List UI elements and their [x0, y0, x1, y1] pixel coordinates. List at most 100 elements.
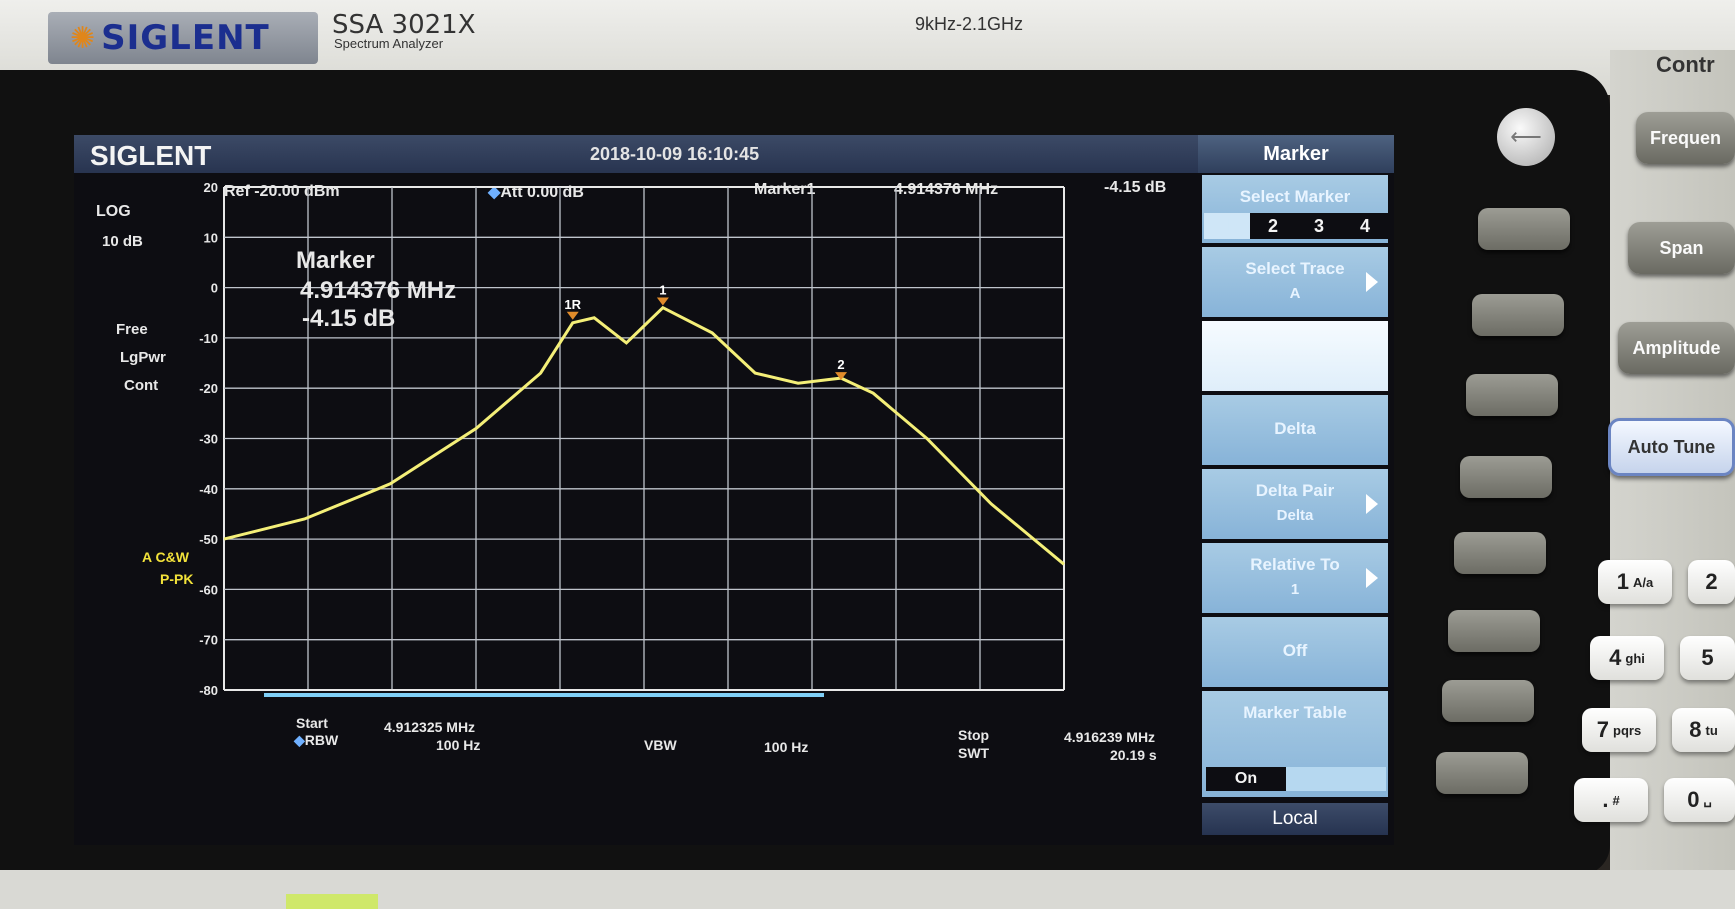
- softkey-3[interactable]: [1466, 374, 1558, 416]
- menu-relative-to[interactable]: Relative To 1: [1202, 543, 1388, 613]
- key-0[interactable]: 0 ␣: [1664, 778, 1735, 822]
- softkey-8[interactable]: [1436, 752, 1528, 794]
- scale-div: 10 dB: [102, 233, 143, 250]
- key-2[interactable]: 2: [1688, 560, 1735, 604]
- key-1-num: 1: [1616, 569, 1629, 594]
- menu-delta-label: Delta: [1274, 419, 1316, 438]
- start-value: 4.912325 MHz: [384, 719, 476, 735]
- swt-value: 20.19 s: [1110, 747, 1157, 763]
- sweep-mode-label: Cont: [124, 377, 159, 394]
- panel-title: Contr: [1656, 52, 1715, 77]
- marker-pointer: [835, 372, 848, 381]
- y-tick-label: -30: [199, 432, 218, 447]
- softkey-menu: Marker Select Marker 1 2 3 4 Select Trac…: [1198, 135, 1394, 845]
- menu-delta-pair-label: Delta Pair: [1255, 481, 1335, 500]
- key-4[interactable]: 4 ghi: [1590, 636, 1664, 680]
- marker-readout-freq: 4.914376 MHz: [300, 277, 457, 304]
- auto-tune-button[interactable]: Auto Tune: [1608, 418, 1735, 476]
- marker-table-on[interactable]: On: [1206, 767, 1286, 791]
- plot-grid: [223, 186, 1065, 691]
- green-sticker: [286, 894, 378, 909]
- front-panel-right: [1610, 50, 1735, 909]
- marker-header-level: -4.15 dB: [1104, 179, 1167, 196]
- key-7-num: 7: [1596, 717, 1610, 742]
- softkey-5[interactable]: [1454, 532, 1546, 574]
- key-8[interactable]: 8 tu: [1672, 708, 1735, 752]
- screen-logo: SIGLENT: [90, 140, 212, 171]
- y-axis-ticks: 20 10 0 -10 -20 -30 -40 -50 -60 -70 -80: [199, 180, 218, 698]
- marker-1-segment[interactable]: 1: [1204, 213, 1250, 239]
- marker-pointer: [566, 311, 579, 320]
- device-freq-range: 9kHz-2.1GHz: [915, 14, 1024, 34]
- menu-delta[interactable]: Delta: [1202, 395, 1388, 465]
- menu-relative-to-value: 1: [1290, 581, 1300, 598]
- key-4-num: 4: [1609, 645, 1622, 670]
- key-5[interactable]: 5: [1680, 636, 1735, 680]
- marker-tag: 1: [659, 282, 666, 297]
- menu-off-label: Off: [1282, 641, 1308, 660]
- rbw-label: ◆RBW: [294, 732, 338, 749]
- key-dot-sub: #: [1612, 792, 1620, 808]
- menu-delta-pair-value: Delta: [1276, 507, 1314, 524]
- vbw-label: VBW: [644, 737, 677, 753]
- marker-table-off[interactable]: [1286, 767, 1386, 791]
- device-model: SSA 3021X: [332, 10, 476, 40]
- key-8-sub: tu: [1705, 722, 1718, 738]
- marker-3-segment[interactable]: 3: [1296, 213, 1342, 239]
- key-dot[interactable]: . #: [1574, 778, 1648, 822]
- menu-title: Marker: [1198, 135, 1394, 173]
- marker-table-toggle[interactable]: On: [1206, 767, 1386, 791]
- rbw-value: 100 Hz: [436, 737, 481, 753]
- key-1[interactable]: 1 A/a: [1598, 560, 1672, 604]
- device-brand: SIGLENT: [101, 18, 270, 58]
- chevron-right-icon: [1366, 494, 1378, 514]
- key-dot-num: .: [1602, 787, 1609, 812]
- menu-normal-highlighted[interactable]: [1202, 321, 1388, 391]
- marker-4-segment[interactable]: 4: [1342, 213, 1388, 239]
- marker-header-label: Marker1: [754, 181, 816, 198]
- rbw-label-text: RBW: [304, 732, 339, 748]
- softkey-4[interactable]: [1460, 456, 1552, 498]
- menu-select-trace-value: A: [1289, 285, 1301, 302]
- menu-off[interactable]: Off: [1202, 617, 1388, 687]
- menu-marker-table-label: Marker Table: [1243, 703, 1347, 722]
- key-0-sub: ␣: [1703, 792, 1712, 807]
- menu-select-marker-label: Select Marker: [1239, 187, 1351, 206]
- screen-datetime: 2018-10-09 16:10:45: [590, 144, 760, 164]
- marker-2-segment[interactable]: 2: [1250, 213, 1296, 239]
- softkey-6[interactable]: [1448, 610, 1540, 652]
- softkey-1[interactable]: [1478, 208, 1570, 250]
- amplitude-button[interactable]: Amplitude: [1618, 322, 1735, 374]
- menu-relative-to-label: Relative To: [1250, 555, 1340, 574]
- sweep-progress-bar: [264, 693, 824, 697]
- y-tick-label: -40: [199, 482, 218, 497]
- marker-readout-title: Marker: [296, 247, 375, 274]
- y-tick-label: -10: [199, 331, 218, 346]
- stop-value: 4.916239 MHz: [1064, 729, 1156, 745]
- key-7[interactable]: 7 pqrs: [1582, 708, 1656, 752]
- key-8-num: 8: [1689, 717, 1702, 742]
- softkey-2[interactable]: [1472, 294, 1564, 336]
- local-indicator[interactable]: Local: [1202, 803, 1388, 835]
- marker-number-selector[interactable]: 1 2 3 4: [1204, 213, 1388, 239]
- key-7-sub: pqrs: [1613, 722, 1642, 738]
- y-tick-label: -80: [199, 683, 218, 698]
- key-4-sub: ghi: [1625, 650, 1645, 666]
- y-tick-label: 0: [211, 281, 218, 296]
- y-tick-label: 10: [204, 230, 218, 245]
- menu-delta-pair[interactable]: Delta Pair Delta: [1202, 469, 1388, 539]
- screen-topbar: SIGLENT 2018-10-09 16:10:45: [74, 135, 1198, 173]
- key-1-sub: A/a: [1633, 574, 1654, 590]
- softkey-7[interactable]: [1442, 680, 1534, 722]
- chevron-right-icon: [1366, 568, 1378, 588]
- key-2-num: 2: [1705, 569, 1718, 594]
- back-arrow-icon[interactable]: ⟵: [1497, 108, 1555, 166]
- y-tick-label: 20: [204, 180, 218, 195]
- y-tick-label: -70: [199, 633, 218, 648]
- rbw-diamond-icon: ◆: [294, 732, 305, 748]
- frequency-button[interactable]: Frequen: [1636, 112, 1735, 164]
- marker-tag: 2: [837, 357, 844, 372]
- menu-select-trace[interactable]: Select Trace A: [1202, 247, 1388, 317]
- scale-type: LOG: [96, 203, 131, 220]
- span-button[interactable]: Span: [1628, 222, 1735, 274]
